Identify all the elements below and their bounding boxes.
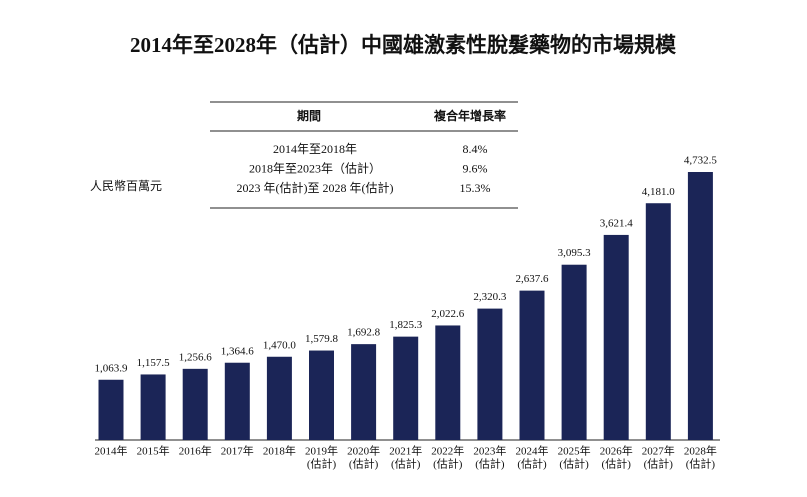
x-tick-label: (估計) [349, 457, 379, 471]
chart-title: 2014年至2028年（估計）中國雄激素性脫髮藥物的市場規模 [130, 33, 677, 57]
x-tick-label: 2024年 [516, 444, 549, 458]
x-tick-label: (估計) [307, 457, 337, 471]
bar [266, 356, 292, 440]
value-label: 1,692.8 [347, 327, 381, 339]
bar [519, 290, 545, 440]
x-tick-label: 2015年 [137, 444, 170, 458]
value-label: 1,579.8 [305, 333, 339, 345]
x-tick-label: (估計) [391, 457, 421, 471]
bar [603, 234, 629, 440]
value-label: 1,470.0 [263, 339, 297, 351]
value-label: 1,063.9 [95, 362, 129, 374]
unit-label: 人民幣百萬元 [90, 179, 162, 193]
table-cell: 2023 年(估計)至 2028 年(估計) [237, 180, 394, 195]
bar [182, 368, 208, 440]
bar [477, 308, 503, 440]
table-cell: 2014年至2018年 [273, 142, 357, 156]
x-tick-label: 2020年 [347, 444, 380, 458]
x-tick-label: 2027年 [642, 444, 675, 458]
x-tick-label: 2023年 [473, 444, 506, 458]
value-label: 4,181.0 [642, 186, 676, 198]
value-label: 1,364.6 [221, 345, 255, 357]
value-label: 3,621.4 [600, 217, 634, 229]
value-label: 1,157.5 [137, 357, 171, 369]
bar [351, 344, 377, 440]
table-cell: 15.3% [460, 181, 491, 195]
x-tick-label: 2025年 [558, 444, 591, 458]
x-tick-label: 2022年 [431, 444, 464, 458]
value-label: 2,637.6 [516, 273, 550, 285]
x-tick-label: (估計) [433, 457, 463, 471]
bar [645, 203, 671, 440]
x-tick-label: 2017年 [221, 444, 254, 458]
value-label: 2,022.6 [431, 308, 465, 320]
bar [309, 350, 334, 440]
table-cell: 2018年至2023年（估計） [249, 160, 381, 175]
table-cell: 8.4% [463, 142, 488, 156]
x-tick-label: 2021年 [389, 444, 422, 458]
x-tick-label: (估計) [686, 457, 716, 471]
value-label: 3,095.3 [558, 247, 592, 259]
value-label: 1,825.3 [389, 319, 423, 331]
bar [687, 172, 713, 440]
x-tick-label: (估計) [644, 457, 674, 471]
x-tick-label: (估計) [559, 457, 589, 471]
x-tick-label: 2014年 [95, 444, 128, 458]
x-tick-label: (估計) [517, 457, 547, 471]
x-tick-label: (估計) [475, 457, 505, 471]
bar [561, 264, 587, 440]
x-tick-label: 2028年 [684, 444, 717, 458]
table-header: 複合年增長率 [433, 108, 506, 123]
bar [224, 362, 250, 440]
x-tick-label: 2019年 [305, 444, 338, 458]
value-label: 4,732.5 [684, 155, 718, 167]
x-tick-label: 2026年 [600, 444, 633, 458]
bar [98, 379, 124, 440]
bar [140, 374, 166, 440]
bar [393, 336, 419, 440]
value-label: 1,256.6 [179, 351, 213, 363]
value-label: 2,320.3 [473, 291, 507, 303]
x-tick-label: 2016年 [179, 444, 212, 458]
x-tick-label: (估計) [602, 457, 632, 471]
x-tick-label: 2018年 [263, 444, 296, 458]
table-header: 期間 [297, 108, 321, 123]
table-cell: 9.6% [463, 161, 488, 175]
bar [435, 325, 461, 440]
